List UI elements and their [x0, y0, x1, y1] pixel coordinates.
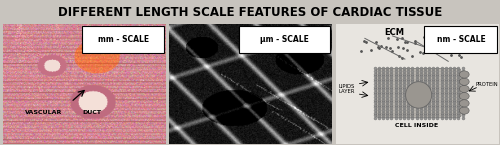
- Text: CELL INSIDE: CELL INSIDE: [396, 123, 438, 127]
- FancyBboxPatch shape: [376, 68, 461, 118]
- Ellipse shape: [406, 82, 431, 108]
- Ellipse shape: [460, 107, 469, 114]
- Text: mm - SCALE: mm - SCALE: [98, 35, 148, 44]
- FancyBboxPatch shape: [82, 26, 164, 53]
- Ellipse shape: [460, 71, 469, 78]
- Text: PROTEIN: PROTEIN: [476, 82, 498, 87]
- Text: LIPIDS
LAYER: LIPIDS LAYER: [338, 84, 355, 94]
- Text: VASCULAR: VASCULAR: [24, 110, 62, 115]
- FancyBboxPatch shape: [424, 26, 497, 53]
- FancyBboxPatch shape: [336, 24, 498, 144]
- Text: nm - SCALE: nm - SCALE: [436, 35, 486, 44]
- Ellipse shape: [460, 78, 469, 85]
- Text: DUCT: DUCT: [82, 110, 102, 115]
- FancyBboxPatch shape: [239, 26, 330, 53]
- Ellipse shape: [460, 93, 469, 100]
- Ellipse shape: [460, 100, 469, 107]
- Text: DIFFERENT LENGTH SCALE FEATURES OF CARDIAC TISSUE: DIFFERENT LENGTH SCALE FEATURES OF CARDI…: [58, 6, 442, 19]
- Ellipse shape: [460, 85, 469, 93]
- Text: ECM: ECM: [384, 28, 404, 37]
- Text: μm - SCALE: μm - SCALE: [260, 35, 309, 44]
